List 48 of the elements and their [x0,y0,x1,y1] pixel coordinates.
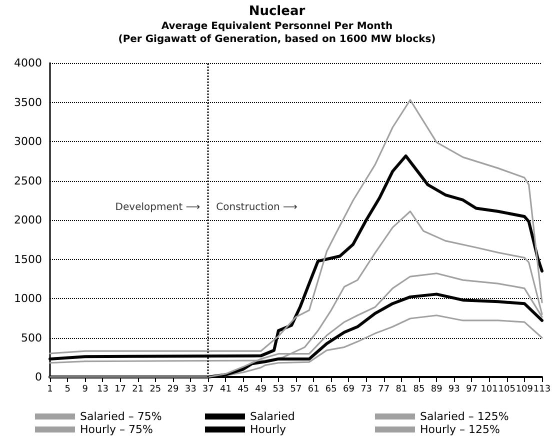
y-tick-label: 4000 [14,56,42,70]
legend-label: Salaried – 125% [420,410,509,423]
chart-title: Nuclear [248,4,306,19]
x-tick-label: 45 [238,384,250,394]
x-tick-label: 49 [255,384,267,394]
chart-subtitle: Average Equivalent Personnel Per Month (Per Gigawatt of Generation, based on 1600 MW blocks) [118,21,436,45]
x-tick-label: 41 [220,384,232,394]
x-tick-label: 89 [430,384,443,394]
x-tick-label: 53 [272,384,284,394]
y-tick-label: 2500 [14,174,42,188]
x-tick-label: 13 [96,384,108,394]
annotation: Development ⟶ [115,202,200,213]
annotation: Construction ⟶ [216,202,298,213]
y-tick-label: 1500 [14,252,42,266]
x-tick-label: 25 [150,384,162,394]
y-tick-label: 500 [21,331,42,344]
x-tick-label: 33 [184,384,196,394]
x-tick-label: 105 [498,384,516,394]
x-tick-label: 1 [47,384,53,394]
x-tick-label: 21 [132,384,144,394]
x-tick-label: 17 [114,384,126,394]
x-tick-label: 93 [448,384,460,394]
x-tick-label: 65 [325,384,337,394]
y-tick-label: 0 [35,370,42,384]
x-tick-label: 77 [378,384,390,394]
x-tick-label: 85 [413,384,425,394]
legend-label: Hourly – 125% [420,423,500,436]
x-tick-label: 69 [342,384,355,394]
legend-label: Salaried – 75% [80,410,162,423]
y-tick-label: 3500 [14,96,42,109]
x-tick-label: 29 [167,384,179,394]
x-tick-label: 37 [202,384,214,394]
x-tick-label: 73 [360,384,372,394]
y-tick-label: 1000 [14,292,42,305]
legend-label: Hourly – 75% [80,423,154,436]
legend-label: Salaried [250,410,295,423]
x-tick-label: 61 [308,384,320,394]
x-tick-label: 113 [533,384,551,394]
x-tick-label: 5 [64,384,70,394]
y-tick-label: 2000 [14,214,42,226]
x-tick-label: 81 [396,384,408,394]
x-tick-label: 109 [516,384,534,394]
legend-label: Hourly [250,423,287,436]
x-tick-label: 97 [466,384,478,394]
x-tick-label: 57 [290,384,302,394]
y-tick-label: 3000 [14,135,42,148]
x-tick-label: 9 [82,384,88,394]
x-tick-label: 101 [480,384,498,394]
